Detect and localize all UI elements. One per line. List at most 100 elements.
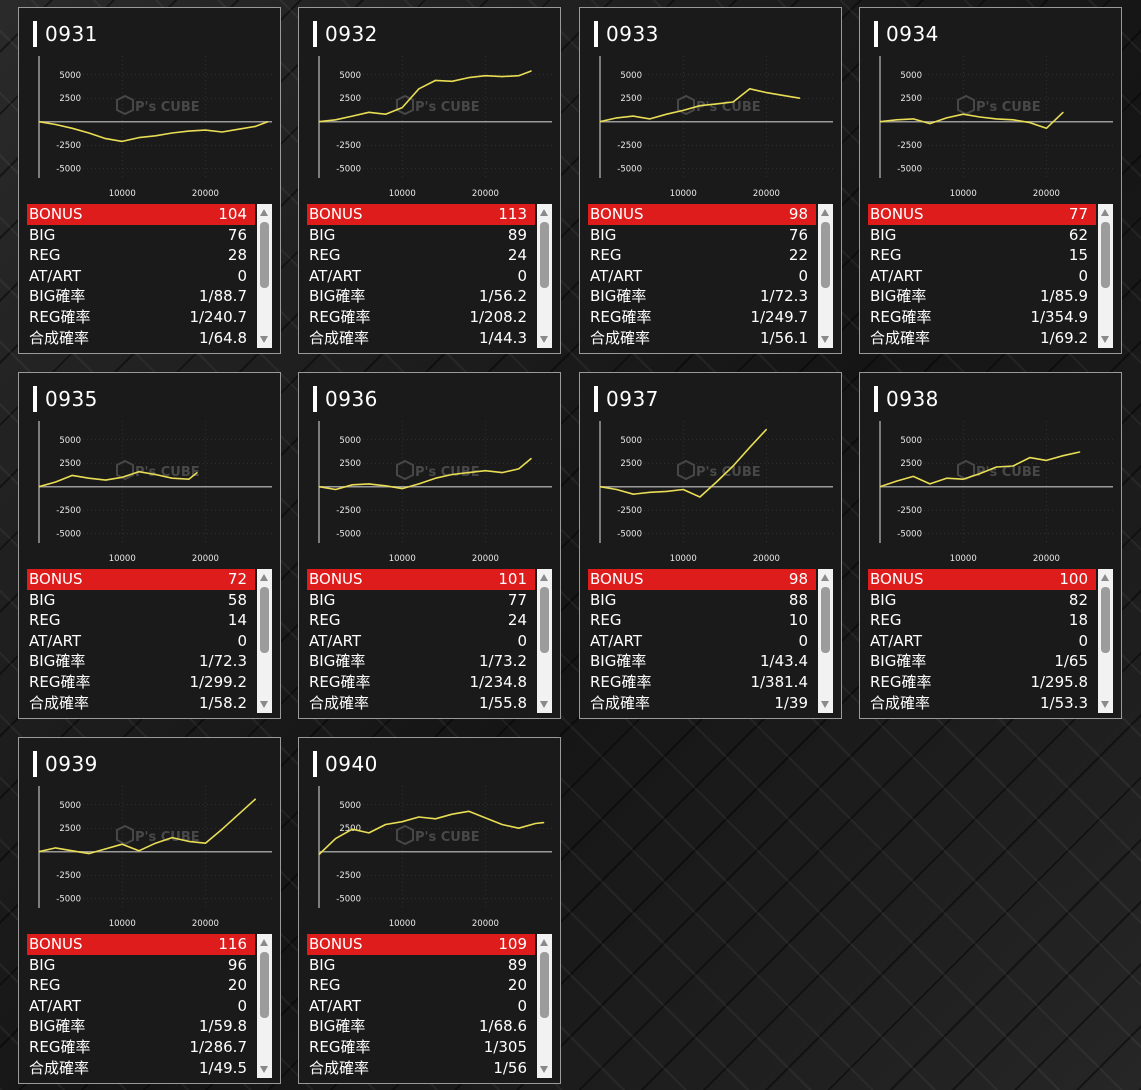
scroll-thumb[interactable] [821,587,830,653]
scrollbar[interactable] [818,569,833,713]
scroll-up-arrow-icon[interactable] [540,939,548,946]
stats-list[interactable]: BONUS 98 BIG 76 REG 22 AT/ART 0 BIG確率 1/72.3 REG確率… [588,204,833,348]
stat-value: 0 [1078,266,1088,285]
scroll-thumb[interactable] [1101,587,1110,653]
x-tick-label: 10000 [670,189,697,199]
scroll-down-arrow-icon[interactable] [1101,336,1109,343]
scroll-up-arrow-icon[interactable] [260,209,268,216]
scroll-up-arrow-icon[interactable] [821,574,829,581]
data-point [468,472,470,474]
y-tick-label: -5000 [897,530,922,540]
slump-graph: P's CUBE 5000 2500 -2500 -5000 10000 20000 [299,52,562,202]
stat-row: AT/ART 0 [588,631,816,652]
scroll-up-arrow-icon[interactable] [1101,574,1109,581]
machine-card[interactable]: 0931 P's CUBE 5000 2500 -2500 -5000 10000 20000… [18,7,281,354]
stat-value: 20 [227,976,247,995]
scroll-up-arrow-icon[interactable] [540,209,548,216]
stats-list[interactable]: BONUS 98 BIG 88 REG 10 AT/ART 0 BIG確率 1/43.4 REG確率… [588,569,833,713]
scroll-down-arrow-icon[interactable] [540,336,548,343]
scroll-down-arrow-icon[interactable] [540,1066,548,1073]
data-point [434,79,437,81]
data-point [385,823,387,826]
scroll-thumb[interactable] [540,222,549,288]
scroll-up-arrow-icon[interactable] [260,574,268,581]
stat-row: REG 24 [307,245,535,266]
data-point [71,127,73,129]
stat-value: 1/69.2 [1040,328,1088,347]
slump-graph-svg: P's CUBE 5000 2500 -2500 -5000 10000 20000 [318,56,552,199]
scroll-down-arrow-icon[interactable] [540,701,548,708]
scroll-thumb[interactable] [821,222,830,288]
stats-list[interactable]: BONUS 104 BIG 76 REG 28 AT/ART 0 BIG確率 1/88.7 REG確… [27,204,272,348]
stat-value: 0 [237,631,247,650]
stat-label: 合成確率 [29,693,90,712]
stats-list[interactable]: BONUS 100 BIG 82 REG 18 AT/ART 0 BIG確率 1/65 REG確率 1… [868,569,1113,713]
data-point [1045,127,1047,129]
stat-row: 合成確率 1/53.3 [868,693,1096,714]
data-point [451,813,453,815]
scroll-down-arrow-icon[interactable] [821,336,829,343]
machine-card[interactable]: 0932 P's CUBE 5000 2500 -2500 -5000 10000 20000… [298,7,561,354]
stat-label: 合成確率 [309,328,370,347]
scroll-up-arrow-icon[interactable] [260,939,268,946]
scrollbar[interactable] [257,569,272,713]
scroll-down-arrow-icon[interactable] [1101,701,1109,708]
scrollbar[interactable] [257,934,272,1078]
y-tick-label: 2500 [900,459,922,469]
scroll-down-arrow-icon[interactable] [821,701,829,708]
stat-label: AT/ART [29,266,82,285]
machine-card[interactable]: 0940 P's CUBE 5000 2500 -2500 -5000 10000 20000… [298,737,561,1084]
scroll-thumb[interactable] [540,587,549,653]
scroll-thumb[interactable] [540,952,549,1018]
stat-label: REG確率 [590,307,652,326]
scrollbar[interactable] [1098,569,1113,713]
data-point [799,97,801,99]
stat-row: BIG確率 1/43.4 [588,651,816,672]
stat-label: 合成確率 [29,1058,90,1077]
stats-list[interactable]: BONUS 77 BIG 62 REG 15 AT/ART 0 BIG確率 1/85.9 REG確率… [868,204,1113,348]
scrollbar[interactable] [537,569,552,713]
scroll-down-arrow-icon[interactable] [260,701,268,708]
stat-value: 1/381.4 [750,672,808,691]
data-point [318,853,320,856]
scrollbar[interactable] [257,204,272,348]
stat-label: 合成確率 [870,328,931,347]
scroll-thumb[interactable] [260,222,269,288]
stats-list[interactable]: BONUS 72 BIG 58 REG 14 AT/ART 0 BIG確率 1/72.3 REG確率… [27,569,272,713]
scroll-up-arrow-icon[interactable] [821,209,829,216]
machine-card[interactable]: 0935 P's CUBE 5000 2500 -2500 -5000 10000 20000… [18,372,281,719]
scrollbar[interactable] [537,204,552,348]
stats-list[interactable]: BONUS 116 BIG 96 REG 20 AT/ART 0 BIG確率 1/59.8 REG確… [27,934,272,1078]
stat-row-bonus: BONUS 101 [307,569,535,590]
machine-card[interactable]: 0939 P's CUBE 5000 2500 -2500 -5000 10000 20000… [18,737,281,1084]
scroll-down-arrow-icon[interactable] [260,336,268,343]
x-tick-label: 10000 [389,554,416,564]
machine-card[interactable]: 0936 P's CUBE 5000 2500 -2500 -5000 10000 20000… [298,372,561,719]
stats-list[interactable]: BONUS 101 BIG 77 REG 24 AT/ART 0 BIG確率 1/73.2 REG確… [307,569,552,713]
machine-card[interactable]: 0938 P's CUBE 5000 2500 -2500 -5000 10000 20000… [859,372,1122,719]
machine-card[interactable]: 0934 P's CUBE 5000 2500 -2500 -5000 10000 20000… [859,7,1122,354]
machine-card[interactable]: 0933 P's CUBE 5000 2500 -2500 -5000 10000 20000… [579,7,842,354]
stat-value: 82 [1068,590,1088,609]
scroll-up-arrow-icon[interactable] [1101,209,1109,216]
scrollbar[interactable] [1098,204,1113,348]
scroll-thumb[interactable] [260,952,269,1018]
y-tick-label: -5000 [336,165,361,175]
stat-row: REG確率 1/240.7 [27,307,255,328]
stat-row: REG確率 1/286.7 [27,1037,255,1058]
data-point [501,472,503,474]
scroll-thumb[interactable] [260,587,269,653]
data-point [188,130,190,132]
scrollbar[interactable] [818,204,833,348]
data-point [267,121,269,123]
scroll-thumb[interactable] [1101,222,1110,288]
data-point [451,80,453,82]
data-point [666,490,668,492]
scrollbar[interactable] [537,934,552,1078]
stat-label: BONUS [590,205,644,223]
machine-card[interactable]: 0937 P's CUBE 5000 2500 -2500 -5000 10000 20000… [579,372,842,719]
scroll-up-arrow-icon[interactable] [540,574,548,581]
stats-list[interactable]: BONUS 113 BIG 89 REG 24 AT/ART 0 BIG確率 1/56.2 REG確… [307,204,552,348]
stats-list[interactable]: BONUS 109 BIG 89 REG 20 AT/ART 0 BIG確率 1/68.6 REG確… [307,934,552,1078]
scroll-down-arrow-icon[interactable] [260,1066,268,1073]
